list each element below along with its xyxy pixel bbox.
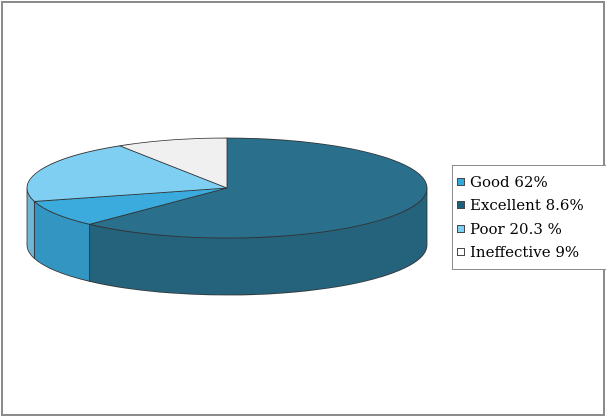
pie-slice-good [89, 137, 428, 239]
pie-slice-excellent [33, 187, 228, 225]
legend-swatch-excellent [457, 201, 465, 210]
legend-swatch-ineffective [457, 248, 465, 257]
legend-item-good: Good 62% [457, 170, 606, 194]
legend-item-excellent: Excellent 8.6% [457, 194, 606, 218]
legend-item-poor: Poor 20.3 % [457, 217, 606, 241]
legend-swatch-good [457, 177, 465, 186]
legend-label-poor: Poor 20.3 % [470, 219, 562, 238]
legend-item-ineffective: Ineffective 9% [457, 241, 606, 265]
legend-swatch-poor [457, 224, 465, 233]
legend-label-good: Good 62% [470, 172, 548, 191]
legend: Good 62% Excellent 8.6% Poor 20.3 % Inef… [452, 165, 606, 270]
legend-label-ineffective: Ineffective 9% [470, 243, 580, 262]
legend-label-excellent: Excellent 8.6% [470, 196, 584, 215]
pie-slice-ineffective [118, 137, 228, 189]
pie-slice-poor [26, 145, 228, 202]
